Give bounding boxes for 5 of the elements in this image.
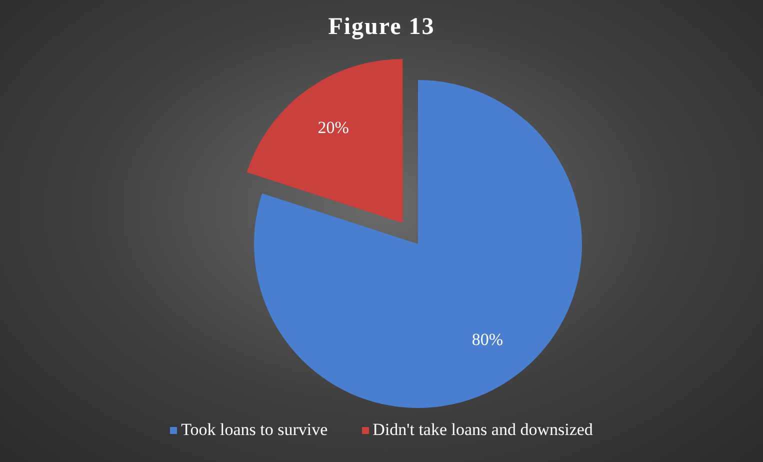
- legend-label: Took loans to survive: [181, 420, 328, 440]
- legend-label: Didn't take loans and downsized: [372, 420, 593, 440]
- data-label: 80%: [472, 330, 503, 350]
- data-label: 20%: [318, 118, 349, 137]
- chart-title: Figure 13: [327, 14, 436, 41]
